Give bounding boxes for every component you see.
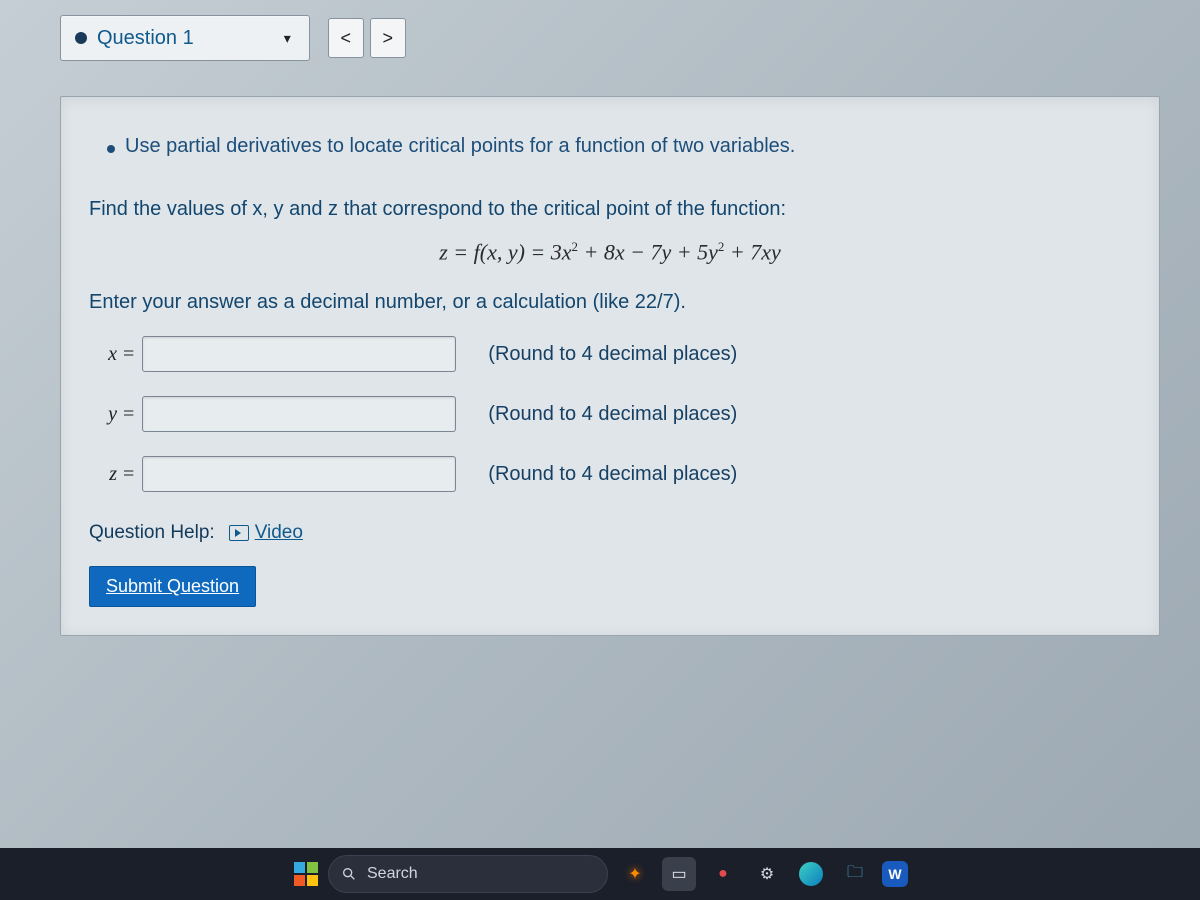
- taskbar-app-word[interactable]: W: [882, 861, 908, 887]
- windows-taskbar: Search ✦ ▭ ● ⚙ 🗀 W: [0, 848, 1200, 900]
- edge-icon: [799, 862, 823, 886]
- question-help-label: Question Help:: [89, 522, 215, 544]
- answer-input-y[interactable]: [142, 396, 456, 432]
- answer-row-z: z = (Round to 4 decimal places): [89, 456, 1131, 492]
- answer-row-y: y = (Round to 4 decimal places): [89, 396, 1131, 432]
- taskbar-search-placeholder: Search: [367, 865, 418, 883]
- taskbar-app-copilot[interactable]: ✦: [618, 857, 652, 891]
- rounding-hint-y: (Round to 4 decimal places): [488, 403, 737, 426]
- chevron-down-icon: ▾: [284, 30, 291, 47]
- question-nav-bar: Question 1 ▾ < >: [60, 10, 1160, 66]
- rounding-hint-z: (Round to 4 decimal places): [488, 463, 737, 486]
- equation-display: z = f(x, y) = 3x2 + 8x − 7y + 5y2 + 7xy: [89, 239, 1131, 265]
- answer-row-x: x = (Round to 4 decimal places): [89, 336, 1131, 372]
- question-dropdown[interactable]: Question 1 ▾: [60, 15, 310, 61]
- objective-text: Use partial derivatives to locate critic…: [125, 135, 795, 158]
- equation-term-4: + 7xy: [724, 239, 780, 264]
- page-content: Question 1 ▾ < > Use partial derivatives…: [60, 10, 1160, 820]
- taskbar-search[interactable]: Search: [328, 855, 608, 893]
- equation-term-0: 3x: [551, 239, 572, 264]
- question-prompt: Find the values of x, y and z that corre…: [89, 198, 1131, 221]
- taskbar-app-taskview[interactable]: ▭: [662, 857, 696, 891]
- answer-rows: x = (Round to 4 decimal places) y = (Round…: [89, 336, 1131, 492]
- taskbar-app-explorer[interactable]: 🗀: [838, 857, 872, 891]
- equals-sign: =: [123, 343, 134, 366]
- word-icon-label: W: [888, 866, 901, 882]
- question-status-dot-icon: [75, 32, 87, 44]
- answer-input-z[interactable]: [142, 456, 456, 492]
- question-nav-buttons: < >: [328, 18, 406, 58]
- bullet-icon: [107, 145, 115, 153]
- answer-input-x[interactable]: [142, 336, 456, 372]
- prev-question-button[interactable]: <: [328, 18, 364, 58]
- question-card: Use partial derivatives to locate critic…: [60, 96, 1160, 636]
- submit-label: Submit Question: [106, 576, 239, 596]
- answer-label-x: x: [89, 343, 117, 366]
- learning-objective: Use partial derivatives to locate critic…: [107, 135, 1131, 158]
- start-button[interactable]: [294, 862, 318, 886]
- chevron-left-icon: <: [341, 28, 352, 49]
- equals-sign: =: [123, 403, 134, 426]
- submit-question-button[interactable]: Submit Question: [89, 566, 256, 607]
- question-help-row: Question Help: Video: [89, 520, 1131, 546]
- answer-label-y: y: [89, 403, 117, 426]
- equation-lhs: z = f(x, y) =: [439, 239, 551, 264]
- equals-sign: =: [123, 463, 134, 486]
- video-help-button[interactable]: Video: [225, 520, 307, 546]
- taskbar-app-msstore[interactable]: [918, 863, 940, 885]
- taskbar-app-recorder[interactable]: ●: [706, 857, 740, 891]
- next-question-button[interactable]: >: [370, 18, 406, 58]
- chevron-right-icon: >: [383, 28, 394, 49]
- search-icon: [341, 866, 357, 882]
- video-icon: [229, 525, 249, 541]
- question-dropdown-label: Question 1: [97, 27, 194, 50]
- rounding-hint-x: (Round to 4 decimal places): [488, 343, 737, 366]
- video-help-label: Video: [255, 522, 303, 544]
- screen-root: Question 1 ▾ < > Use partial derivatives…: [0, 0, 1200, 900]
- answer-label-z: z: [89, 463, 117, 486]
- answer-format-hint: Enter your answer as a decimal number, o…: [89, 291, 1131, 314]
- taskbar-app-settings[interactable]: ⚙: [750, 857, 784, 891]
- taskbar-app-edge[interactable]: [794, 857, 828, 891]
- equation-term-2: + 8x − 7y + 5y: [578, 239, 718, 264]
